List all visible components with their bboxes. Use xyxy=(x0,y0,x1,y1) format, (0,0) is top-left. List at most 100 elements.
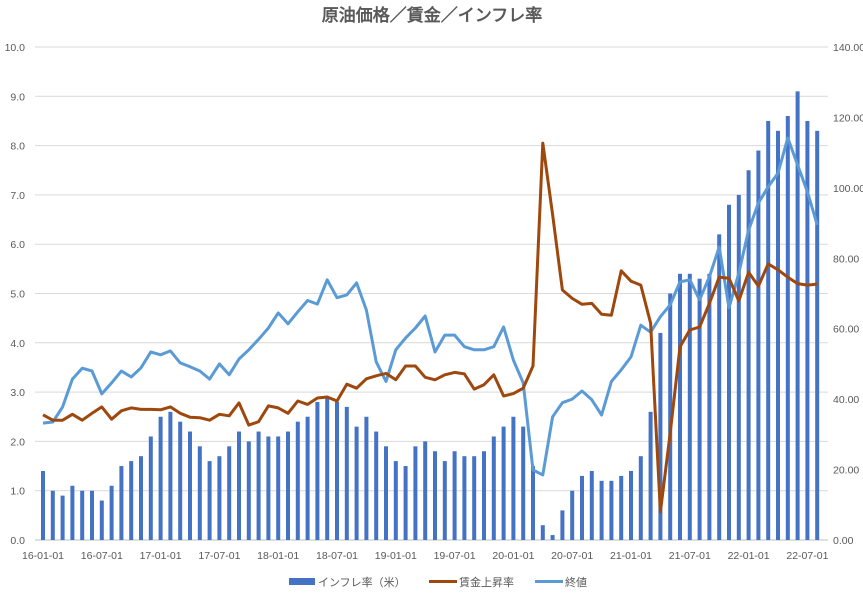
right-tick-label: 60.00 xyxy=(833,324,859,336)
x-tick-label: 16-01-01 xyxy=(22,550,64,562)
left-tick-label: 4.0 xyxy=(10,338,25,350)
bar xyxy=(237,431,241,540)
bar xyxy=(423,441,428,540)
bar xyxy=(354,426,359,540)
right-tick-label: 20.00 xyxy=(833,465,859,477)
bar xyxy=(756,150,761,540)
bar xyxy=(70,485,75,540)
legend-label-close: 終値 xyxy=(565,575,587,589)
bar xyxy=(785,116,790,541)
bar xyxy=(570,490,575,540)
legend-label-wage: 賃金上昇率 xyxy=(459,575,514,589)
bar xyxy=(540,525,545,540)
x-tick-label: 18-07-01 xyxy=(316,550,358,562)
bar xyxy=(560,510,565,540)
left-tick-label: 0.0 xyxy=(10,535,25,547)
bar xyxy=(717,234,722,540)
bar xyxy=(658,332,663,540)
bar xyxy=(491,436,496,540)
legend-label-inflation: インフレ率（米） xyxy=(318,575,406,589)
x-tick-label: 16-07-01 xyxy=(81,550,123,562)
x-tick-label: 22-07-01 xyxy=(786,550,828,562)
right-axis: 0.00 20.00 40.00 60.00 80.00 100.00 120.00 140.… xyxy=(833,42,863,547)
bar xyxy=(687,273,692,540)
bar xyxy=(188,431,192,540)
right-tick-label: 40.00 xyxy=(833,394,859,406)
left-tick-label: 10.0 xyxy=(5,42,26,54)
bar xyxy=(393,461,398,540)
left-axis: 0.0 1.0 2.0 3.0 4.0 5.0 6.0 7.0 8.0 9.0 10.0 xyxy=(5,42,26,547)
bar xyxy=(707,273,712,540)
bar xyxy=(325,397,330,540)
left-tick-label: 6.0 xyxy=(10,239,25,251)
bar xyxy=(678,273,682,540)
bar xyxy=(766,120,771,540)
bar xyxy=(158,416,163,540)
bar xyxy=(609,480,614,540)
right-tick-label: 140.00 xyxy=(833,42,863,54)
legend-swatch-inflation xyxy=(289,578,315,585)
x-tick-label: 19-01-01 xyxy=(375,550,417,562)
bar xyxy=(501,426,506,540)
bar xyxy=(550,535,555,540)
bar xyxy=(413,446,418,540)
bar xyxy=(119,466,124,540)
bar xyxy=(178,421,183,540)
right-tick-label: 120.00 xyxy=(833,112,863,124)
bar xyxy=(805,120,810,540)
x-tick-label: 17-07-01 xyxy=(198,550,240,562)
bar xyxy=(197,446,202,540)
bar xyxy=(589,470,594,540)
bar xyxy=(80,490,85,540)
line-series xyxy=(42,136,819,514)
bar xyxy=(364,416,369,540)
bar xyxy=(217,456,222,540)
right-tick-label: 0.00 xyxy=(833,535,854,547)
bar xyxy=(580,475,584,540)
bar xyxy=(41,470,45,540)
bar xyxy=(638,456,643,540)
bar xyxy=(266,436,271,540)
x-tick-label: 18-01-01 xyxy=(257,550,299,562)
bar xyxy=(344,406,349,540)
bar xyxy=(795,91,800,541)
bar xyxy=(403,466,408,540)
chart-title: 原油価格／賃金／インフレ率 xyxy=(322,5,543,26)
bar xyxy=(599,480,604,540)
bar xyxy=(374,431,379,540)
bar xyxy=(99,500,104,540)
bar xyxy=(697,278,702,540)
bar xyxy=(668,293,673,540)
bar xyxy=(129,461,134,540)
line-close-price xyxy=(42,136,819,477)
left-tick-label: 2.0 xyxy=(10,436,25,448)
bar xyxy=(472,456,477,540)
bar xyxy=(305,416,310,540)
bar xyxy=(629,470,633,540)
left-tick-label: 1.0 xyxy=(10,486,25,498)
bar xyxy=(384,446,388,540)
bar-series-inflation xyxy=(41,91,820,541)
bar xyxy=(482,451,486,540)
bar xyxy=(139,456,143,540)
x-tick-label: 20-07-01 xyxy=(551,550,593,562)
bar xyxy=(452,451,457,540)
bar xyxy=(50,490,55,540)
x-tick-label: 21-01-01 xyxy=(610,550,652,562)
bar xyxy=(433,451,437,540)
line-wage-growth xyxy=(42,141,818,514)
bar xyxy=(511,416,516,540)
bar xyxy=(256,431,261,540)
x-tick-label: 22-01-01 xyxy=(728,550,770,562)
left-tick-label: 9.0 xyxy=(10,91,25,103)
x-axis: 16-01-01 16-07-01 17-01-01 17-07-01 18-01-01… xyxy=(22,550,829,562)
bar xyxy=(335,401,339,540)
bar xyxy=(246,441,251,540)
bar xyxy=(521,426,526,540)
bar xyxy=(619,475,624,540)
x-tick-label: 20-01-01 xyxy=(492,550,534,562)
bar xyxy=(746,170,751,540)
bar xyxy=(815,130,820,540)
bar xyxy=(442,461,447,540)
